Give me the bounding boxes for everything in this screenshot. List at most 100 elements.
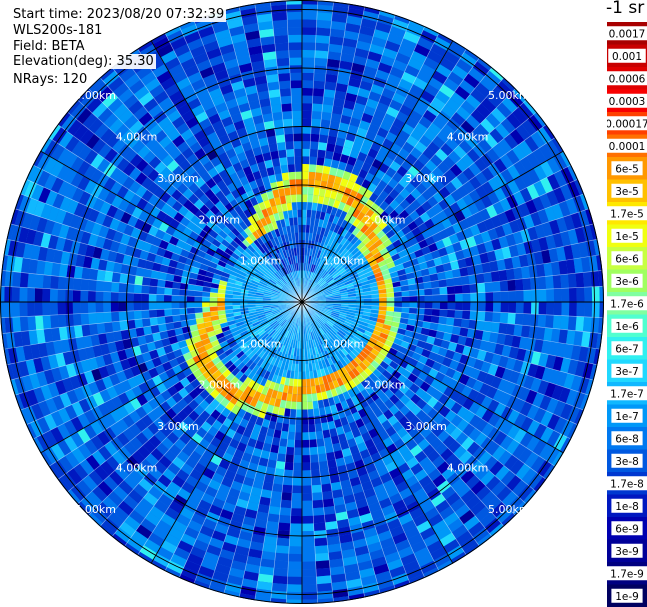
range-gate xyxy=(90,257,100,270)
range-gate xyxy=(116,185,129,199)
range-gate xyxy=(490,322,500,334)
range-gate xyxy=(31,403,44,420)
range-gate xyxy=(266,521,279,531)
range-gate xyxy=(19,287,28,302)
range-gate xyxy=(268,174,277,184)
range-gate xyxy=(133,310,142,320)
range-gate xyxy=(317,277,324,285)
range-gate xyxy=(382,156,394,168)
range-gate xyxy=(318,460,329,470)
range-gate xyxy=(455,249,465,261)
range-gate xyxy=(15,241,26,258)
range-gate xyxy=(153,499,169,514)
range-gate xyxy=(21,375,34,392)
range-gate xyxy=(19,316,29,332)
range-gate xyxy=(250,353,259,362)
range-gate xyxy=(538,289,547,302)
range-gate xyxy=(236,442,248,453)
range-gate xyxy=(244,445,255,455)
range-gate xyxy=(282,320,288,328)
range-gate xyxy=(239,221,248,231)
range-gate xyxy=(253,323,262,330)
range-gate xyxy=(308,324,312,333)
range-gate xyxy=(231,512,245,524)
range-gate xyxy=(95,302,104,313)
range-gate xyxy=(280,95,292,105)
range-gate xyxy=(450,458,465,473)
range-gate xyxy=(225,98,239,110)
range-gate xyxy=(257,573,274,583)
range-gate xyxy=(286,314,293,322)
range-gate xyxy=(226,18,244,30)
range-gate xyxy=(408,165,420,177)
range-gate xyxy=(195,235,206,245)
range-gate xyxy=(372,267,382,275)
range-gate xyxy=(79,129,95,145)
range-gate xyxy=(452,351,463,363)
range-gate xyxy=(358,256,367,265)
range-gate xyxy=(252,170,262,181)
ray-83 xyxy=(11,302,301,412)
range-gate xyxy=(377,336,387,344)
range-gate xyxy=(246,37,262,48)
range-gate xyxy=(221,356,231,365)
range-gate xyxy=(263,224,271,234)
range-gate xyxy=(291,393,298,402)
range-gate xyxy=(184,64,200,78)
range-gate xyxy=(310,469,321,478)
range-gate xyxy=(444,410,457,423)
range-gate xyxy=(83,370,95,385)
range-gate xyxy=(65,135,80,153)
range-gate xyxy=(277,530,290,539)
range-gate xyxy=(83,219,95,234)
range-gate xyxy=(318,134,329,144)
range-gate xyxy=(235,259,244,268)
range-gate xyxy=(222,91,236,103)
range-gate xyxy=(428,266,437,275)
range-gate xyxy=(286,330,291,339)
range-gate xyxy=(118,282,127,293)
range-gate xyxy=(427,184,439,196)
range-gate xyxy=(588,255,599,272)
range-gate xyxy=(65,289,73,302)
range-gate xyxy=(256,327,265,334)
range-gate xyxy=(131,139,146,154)
range-gate xyxy=(319,318,326,325)
range-gate xyxy=(367,541,383,553)
range-gate xyxy=(321,483,332,493)
range-gate xyxy=(474,392,486,406)
range-gate xyxy=(113,330,123,342)
range-gate xyxy=(284,187,291,196)
range-gate xyxy=(499,280,509,292)
range-gate xyxy=(403,31,420,44)
range-gate xyxy=(270,229,278,239)
range-gate xyxy=(401,368,412,379)
range-gate xyxy=(291,500,302,509)
range-gate xyxy=(491,86,508,103)
range-gate xyxy=(370,247,380,256)
range-gate xyxy=(259,368,267,378)
range-gate xyxy=(291,103,302,111)
range-gate xyxy=(384,194,395,206)
range-gate xyxy=(312,194,319,204)
range-gate xyxy=(97,187,110,202)
range-gate xyxy=(235,195,245,206)
range-gate xyxy=(405,153,418,166)
range-gate xyxy=(271,275,279,283)
range-gate xyxy=(465,495,481,510)
range-gate xyxy=(188,318,197,326)
range-gate xyxy=(219,509,234,521)
range-gate xyxy=(397,374,408,385)
range-gate xyxy=(424,288,433,296)
range-gate xyxy=(98,143,112,159)
range-gate xyxy=(378,403,389,414)
range-gate xyxy=(270,305,279,309)
range-gate xyxy=(354,158,365,169)
range-gate xyxy=(104,441,118,456)
ray-36 xyxy=(303,302,593,412)
range-gate xyxy=(210,315,219,322)
range-gate xyxy=(351,247,360,256)
range-gate xyxy=(379,393,390,404)
range-gate xyxy=(247,302,256,305)
range-gate xyxy=(274,196,282,206)
